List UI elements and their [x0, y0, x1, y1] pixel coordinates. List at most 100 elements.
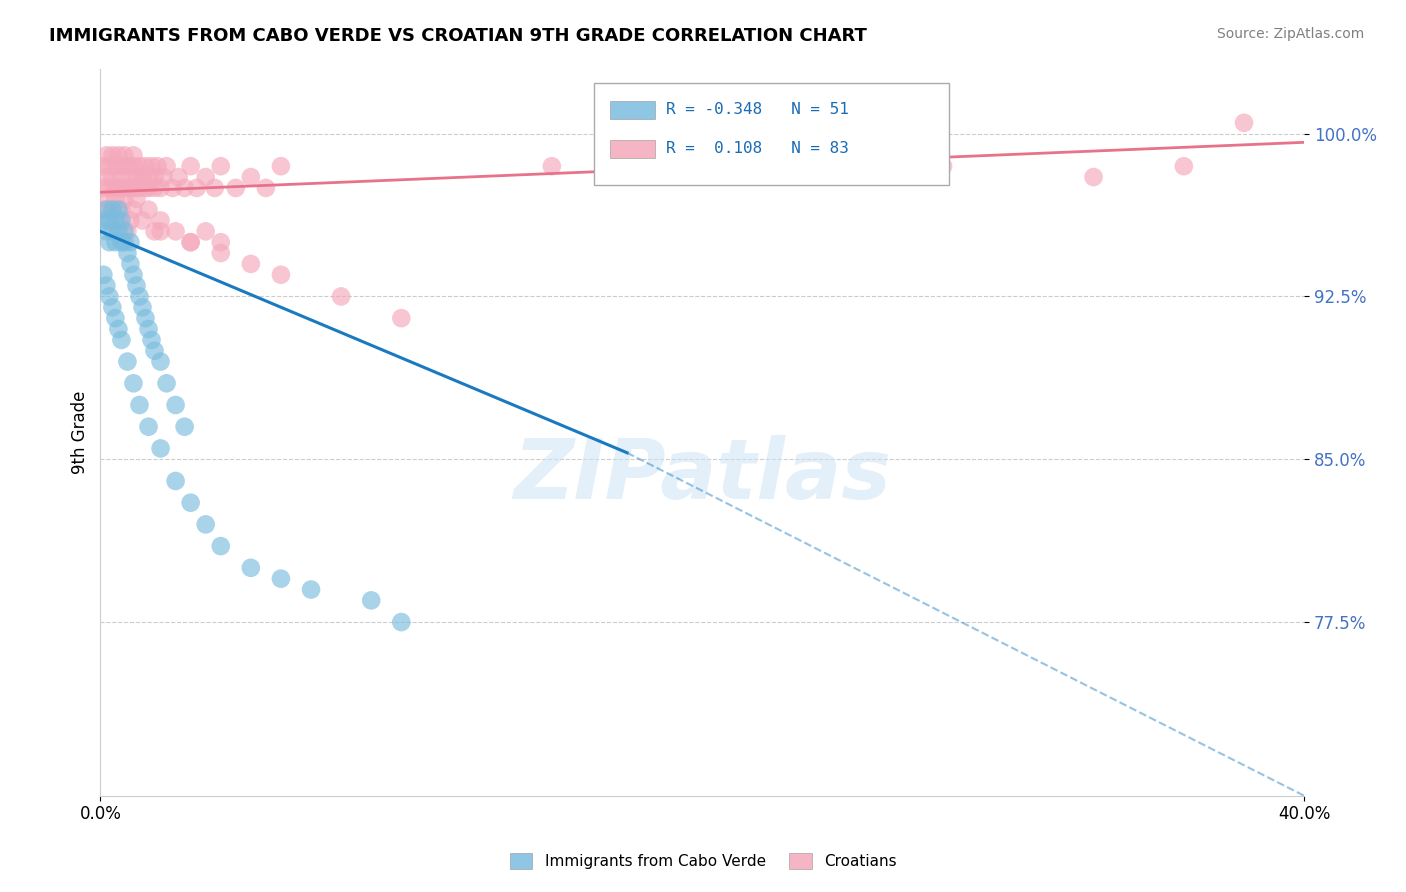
Point [194, 517, 217, 532]
FancyBboxPatch shape [610, 140, 655, 158]
Point [138, 419, 160, 434]
Point [125, 278, 148, 293]
Point [146, 159, 169, 173]
Point [117, 181, 139, 195]
Point [101, 148, 124, 162]
Point [167, 170, 190, 185]
Legend: Immigrants from Cabo Verde, Croatians: Immigrants from Cabo Verde, Croatians [503, 847, 903, 875]
Point [225, 181, 247, 195]
Text: R = -0.348   N = 51: R = -0.348 N = 51 [666, 103, 849, 118]
Point [173, 181, 195, 195]
Point [120, 235, 142, 250]
Point [134, 159, 156, 173]
Point [101, 224, 124, 238]
Point [110, 170, 132, 185]
Point [107, 224, 129, 238]
Point [110, 333, 132, 347]
FancyBboxPatch shape [593, 83, 949, 185]
Point [149, 224, 172, 238]
Point [112, 192, 135, 206]
Point [96, 170, 118, 185]
Point [128, 398, 150, 412]
Point [117, 246, 139, 260]
Point [270, 268, 292, 282]
Point [186, 181, 208, 195]
Point [299, 582, 322, 597]
Point [122, 268, 145, 282]
Point [117, 354, 139, 368]
Point [540, 159, 562, 173]
Point [93, 159, 115, 173]
Point [93, 213, 115, 227]
Point [180, 496, 202, 510]
Point [98, 213, 121, 227]
Point [122, 148, 145, 162]
Point [131, 213, 153, 227]
Point [98, 289, 121, 303]
Point [104, 159, 127, 173]
Point [330, 289, 353, 303]
Point [209, 246, 232, 260]
Point [254, 181, 277, 195]
Point [932, 159, 955, 173]
Point [110, 235, 132, 250]
Point [149, 213, 172, 227]
Point [93, 181, 115, 195]
Point [149, 181, 172, 195]
Point [389, 615, 412, 629]
Point [122, 376, 145, 391]
Text: Source: ZipAtlas.com: Source: ZipAtlas.com [1216, 27, 1364, 41]
Point [98, 159, 121, 173]
Point [209, 235, 232, 250]
Point [138, 181, 160, 195]
Point [162, 181, 184, 195]
FancyBboxPatch shape [610, 102, 655, 120]
Point [1083, 170, 1105, 185]
Point [165, 398, 187, 412]
Point [98, 235, 121, 250]
Point [239, 257, 262, 271]
Point [104, 181, 127, 195]
Point [165, 474, 187, 488]
Point [96, 202, 118, 217]
Point [93, 268, 115, 282]
Point [239, 561, 262, 575]
Point [98, 181, 121, 195]
Point [1173, 159, 1195, 173]
Point [112, 148, 135, 162]
Point [120, 181, 142, 195]
Point [149, 354, 172, 368]
Point [138, 170, 160, 185]
Point [104, 235, 127, 250]
Point [209, 159, 232, 173]
Point [93, 202, 115, 217]
Point [110, 159, 132, 173]
Point [155, 376, 177, 391]
Point [239, 170, 262, 185]
Point [117, 159, 139, 173]
Text: R =  0.108   N = 83: R = 0.108 N = 83 [666, 141, 849, 156]
Y-axis label: 9th Grade: 9th Grade [72, 391, 89, 474]
Point [134, 311, 156, 326]
Point [143, 224, 166, 238]
Point [143, 170, 166, 185]
Point [131, 170, 153, 185]
Point [112, 224, 135, 238]
Point [120, 170, 142, 185]
Point [173, 419, 195, 434]
Point [209, 539, 232, 553]
Point [125, 181, 148, 195]
Point [107, 202, 129, 217]
Point [117, 224, 139, 238]
Point [128, 181, 150, 195]
Point [180, 235, 202, 250]
Point [270, 572, 292, 586]
Point [96, 148, 118, 162]
Point [152, 170, 174, 185]
Point [104, 213, 127, 227]
Point [165, 224, 187, 238]
Text: ZIPatlas: ZIPatlas [513, 435, 891, 516]
Point [122, 159, 145, 173]
Point [101, 170, 124, 185]
Point [360, 593, 382, 607]
